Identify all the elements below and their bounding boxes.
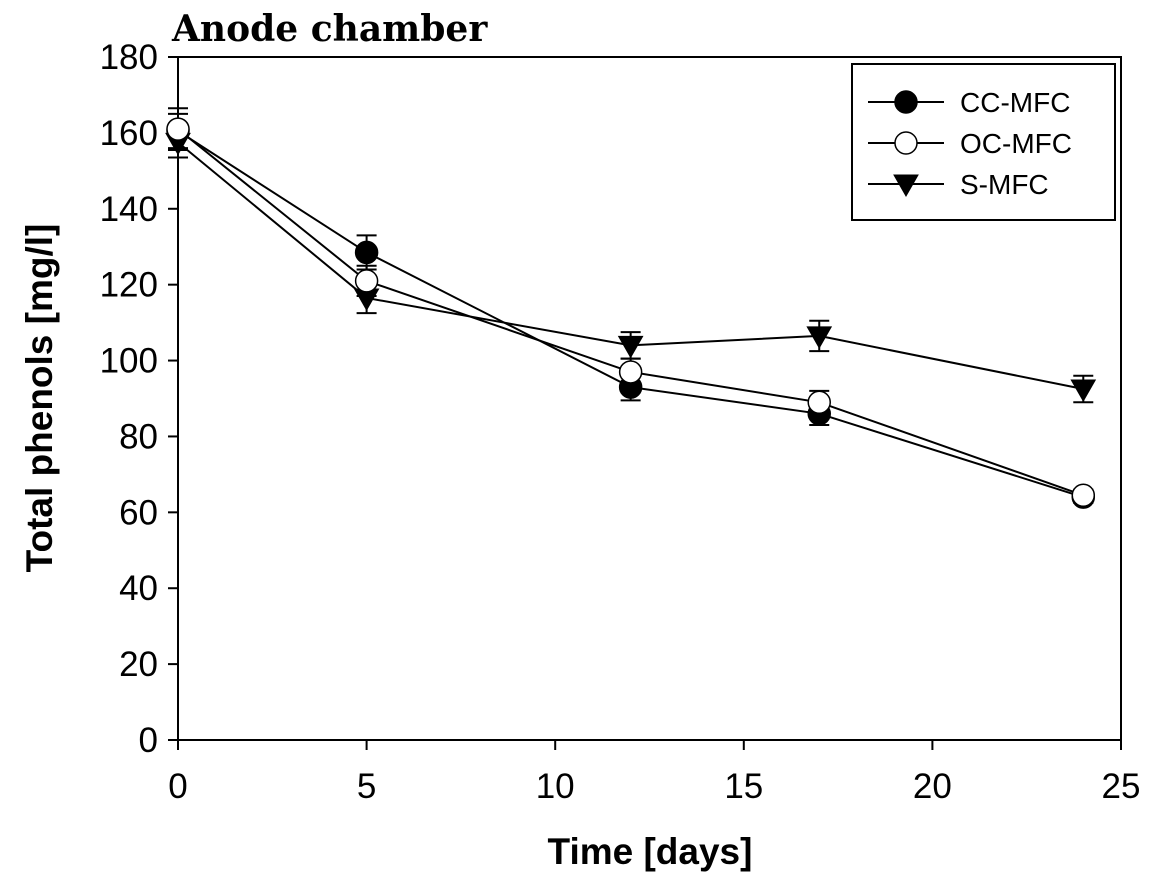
y-tick-label: 180 bbox=[100, 38, 158, 77]
legend-item-oc-mfc: OC-MFC bbox=[868, 128, 1072, 159]
x-axis-title: Time [days] bbox=[548, 831, 753, 872]
legend-label: CC-MFC bbox=[960, 87, 1070, 118]
data-point-oc-mfc bbox=[807, 390, 831, 415]
x-tick-label: 25 bbox=[1102, 767, 1141, 806]
data-point-cc-mfc bbox=[354, 240, 379, 265]
legend: CC-MFC OC-MFC S-MFC bbox=[851, 63, 1116, 221]
y-tick-label: 100 bbox=[100, 342, 158, 381]
data-point-oc-mfc bbox=[354, 269, 379, 293]
legend-items: CC-MFC OC-MFC S-MFC bbox=[868, 87, 1072, 200]
y-tick-label: 160 bbox=[100, 114, 158, 153]
series-layer bbox=[165, 107, 1097, 509]
data-point-oc-mfc bbox=[166, 117, 190, 141]
x-tick-label: 20 bbox=[913, 767, 952, 806]
data-point-s-mfc bbox=[806, 326, 833, 349]
legend-marker-oc-mfc bbox=[894, 131, 918, 155]
data-point-oc-mfc bbox=[1071, 483, 1096, 508]
y-tick-label: 120 bbox=[100, 266, 158, 305]
x-tick-label: 0 bbox=[168, 767, 187, 806]
legend-item-cc-mfc: CC-MFC bbox=[868, 87, 1070, 118]
legend-marker-s-mfc bbox=[893, 174, 919, 198]
x-tick-label: 10 bbox=[536, 767, 575, 806]
y-tick-label: 80 bbox=[119, 417, 158, 456]
legend-label: S-MFC bbox=[960, 169, 1049, 200]
data-point-s-mfc bbox=[617, 335, 644, 359]
chart-title: Anode chamber bbox=[171, 8, 488, 50]
y-tick-label: 40 bbox=[119, 569, 158, 608]
series-oc-mfc bbox=[166, 107, 1096, 508]
legend-label: OC-MFC bbox=[960, 128, 1072, 159]
x-tick-label: 5 bbox=[357, 767, 376, 806]
data-point-oc-mfc bbox=[618, 360, 643, 384]
x-tick-label: 15 bbox=[724, 767, 763, 806]
y-tick-label: 140 bbox=[100, 190, 158, 229]
y-tick-label: 60 bbox=[119, 493, 158, 532]
y-tick-label: 20 bbox=[119, 645, 158, 684]
y-tick-label: 0 bbox=[139, 721, 158, 760]
plot-frame bbox=[177, 56, 1122, 741]
data-point-s-mfc bbox=[1070, 379, 1097, 403]
legend-item-s-mfc: S-MFC bbox=[868, 169, 1049, 200]
legend-marker-cc-mfc bbox=[894, 90, 918, 114]
y-axis-ticks: 0 20 40 60 80 100 120 140 160 180 bbox=[100, 38, 178, 760]
y-axis-title: Total phenols [mg/l] bbox=[19, 224, 60, 573]
x-axis-ticks: 0 5 10 15 20 25 bbox=[168, 740, 1140, 806]
